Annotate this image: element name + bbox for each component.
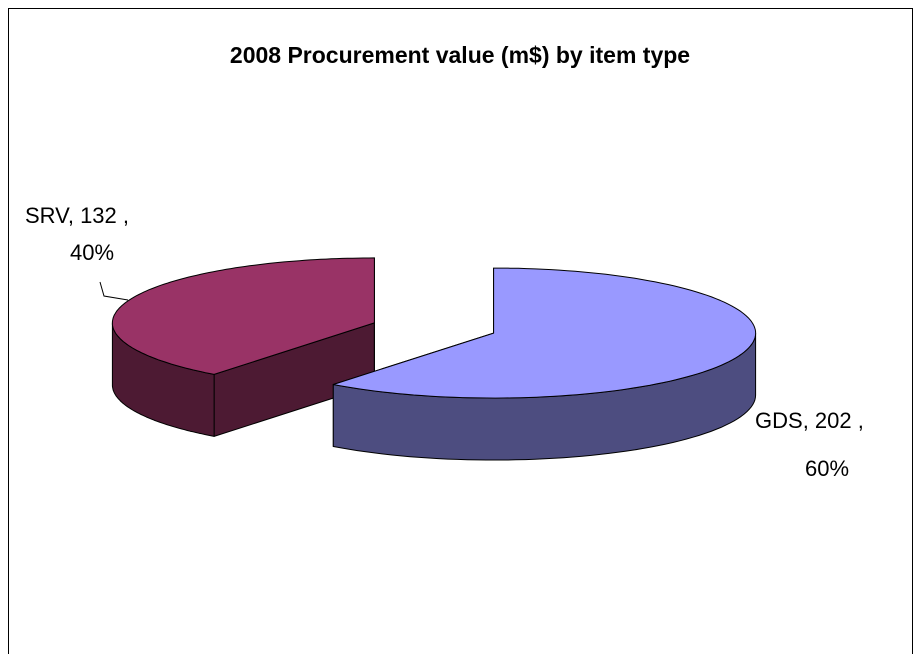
slice [332,267,757,461]
data-label: GDS, 202 , [755,408,864,433]
pie [111,257,757,461]
data-label: SRV, 132 , [25,203,129,228]
chart-title: 2008 Procurement value (m$) by item type [230,42,690,68]
data-label-percent: 40% [70,240,114,265]
slice-top [111,257,375,375]
label-value: 202 [815,408,852,433]
leader-line [99,281,129,301]
slice [111,257,375,437]
slice-top [332,267,757,399]
chart-border [8,8,913,654]
label-category: SRV [25,203,70,228]
label-value: 132 [80,203,117,228]
label-category: GDS [755,408,803,433]
data-label-percent: 60% [805,456,849,481]
